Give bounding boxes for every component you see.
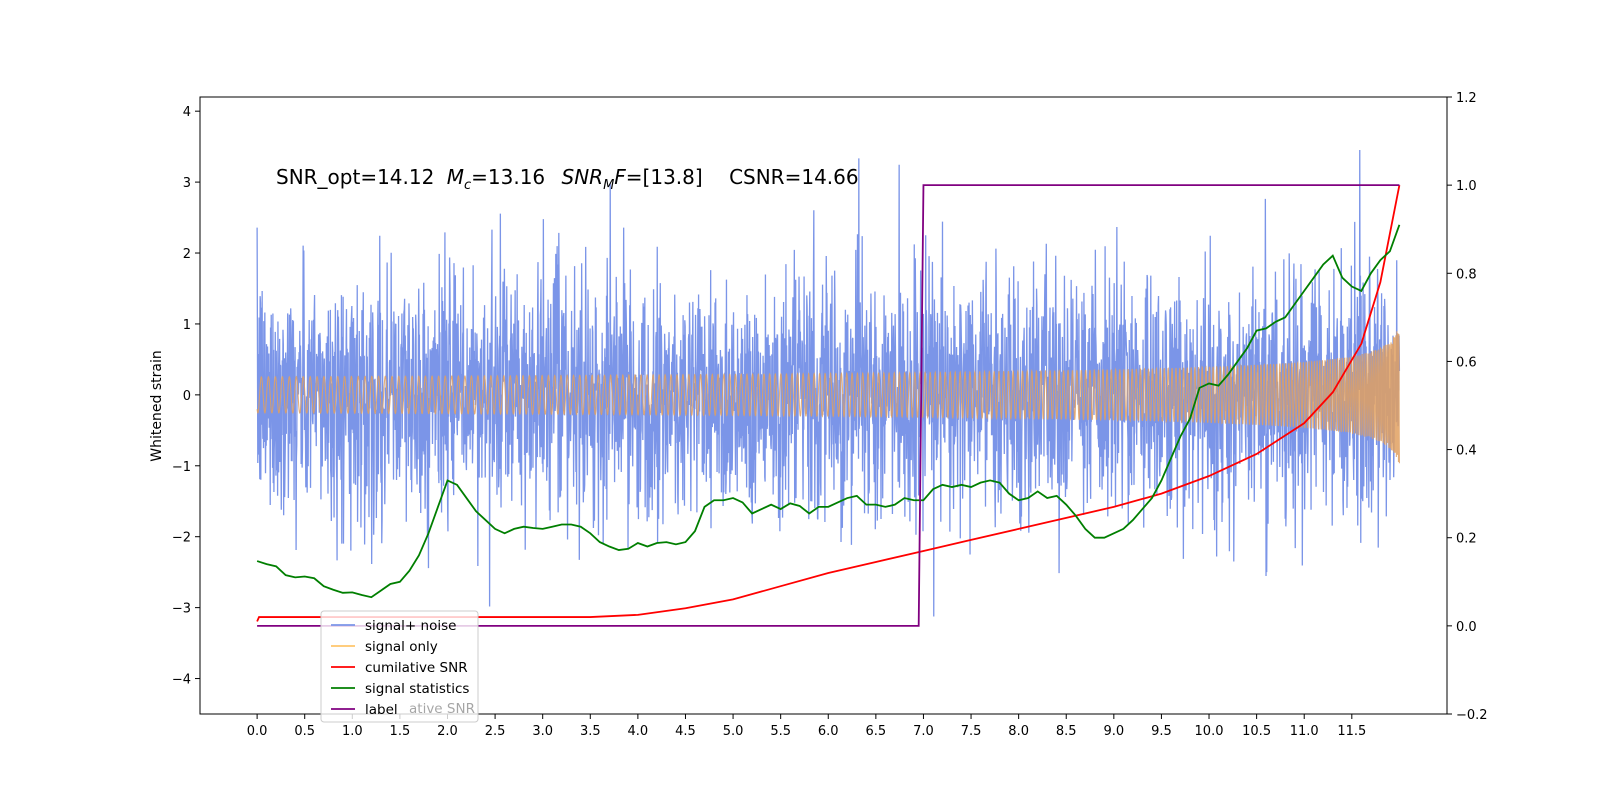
- x-tick-label: 0.5: [294, 724, 315, 739]
- y-right-tick-label: −0.2: [1456, 708, 1488, 723]
- x-tick-label: 7.5: [961, 724, 982, 739]
- y-left-tick-label: −1: [172, 460, 191, 475]
- x-tick-label: 5.5: [770, 724, 791, 739]
- x-tick-label: 10.0: [1195, 724, 1224, 739]
- annotation-csnr: CSNR=14.66: [729, 165, 859, 189]
- annotation-snr-mf-symbol: SNR: [562, 165, 604, 189]
- y-right-tick-label: 0.8: [1456, 267, 1477, 282]
- x-tick-label: 10.5: [1242, 724, 1271, 739]
- x-tick-label: 9.0: [1103, 724, 1124, 739]
- series-label-line: [257, 184, 1400, 627]
- y-left-tick-label: −4: [172, 673, 191, 688]
- x-tick-label: 2.0: [437, 724, 458, 739]
- annotation-mc-symbol: M: [447, 165, 464, 189]
- annotation-mc-sub: c: [464, 178, 471, 193]
- legend-label: cumilative SNR: [365, 660, 468, 676]
- y-right-tick-label: 0.0: [1456, 620, 1477, 635]
- y-left-tick-label: −3: [172, 602, 191, 617]
- x-tick-label: 7.0: [913, 724, 934, 739]
- annotation-snr-mf-value: =[13.8]: [626, 165, 703, 189]
- y-axis-right: 1.2 1.0 0.8 0.6 0.4 0.2 0.0 −0.2: [1447, 91, 1488, 723]
- legend-label: signal only: [365, 639, 438, 655]
- x-tick-label: 0.0: [247, 724, 268, 739]
- y-right-tick-label: 0.4: [1456, 444, 1477, 459]
- x-tick-label: 3.5: [580, 724, 601, 739]
- y-left-tick-label: 2: [183, 247, 191, 262]
- plot-frame: [199, 96, 1448, 715]
- y-left-tick-label: 3: [183, 176, 191, 191]
- legend-label: label: [365, 702, 398, 718]
- series-signal-noise-line: [256, 149, 1401, 617]
- annotation-mc-value: =13.16: [471, 165, 545, 189]
- x-tick-label: 6.5: [866, 724, 887, 739]
- annotation-snr-mf-sub: M: [603, 178, 614, 193]
- x-tick-label: 9.5: [1151, 724, 1172, 739]
- x-tick-label: 4.0: [628, 724, 649, 739]
- series-signal-statistics-line: [256, 224, 1401, 599]
- y-left-tick-label: 0: [183, 389, 191, 404]
- legend: ative SNR signal+ noise signal only cumila…: [320, 610, 479, 723]
- y-right-tick-label: 0.2: [1456, 532, 1477, 547]
- x-tick-label: 1.5: [390, 724, 411, 739]
- y-right-tick-label: 1.2: [1456, 91, 1477, 106]
- y-left-tick-label: 4: [183, 105, 191, 120]
- y-right-tick-label: 0.6: [1456, 355, 1477, 370]
- series-cumilative-snr-line: [256, 184, 1401, 622]
- y-right-tick-label: 1.0: [1456, 179, 1477, 194]
- x-tick-label: 6.0: [818, 724, 839, 739]
- annotation-snr-mf-f: F: [614, 165, 626, 189]
- x-tick-label: 1.0: [342, 724, 363, 739]
- y-axis-left: 4 3 2 1 0 −1 −2 −3 −4: [172, 105, 200, 688]
- y-axis-label: Whitened strain: [149, 350, 165, 461]
- x-tick-label: 8.5: [1056, 724, 1077, 739]
- series-signal-only-line: [256, 331, 1400, 464]
- y-left-tick-label: 1: [183, 318, 191, 333]
- x-tick-label: 4.5: [675, 724, 696, 739]
- x-tick-label: 5.0: [723, 724, 744, 739]
- annotation-snr-opt: SNR_opt=14.12: [276, 165, 434, 189]
- annotation-text: SNR_opt=14.12 Mc=13.16 SNRMF=[13.8] CSNR…: [276, 165, 859, 193]
- legend-label: signal statistics: [365, 681, 469, 697]
- x-axis: 0.0 0.5 1.0 1.5 2.0 2.5 3.0 3.5 4.0 4.5 5.0 5.5 6.0 6…: [247, 714, 1366, 739]
- legend-label: signal+ noise: [365, 618, 456, 634]
- series-layer: [256, 149, 1401, 627]
- x-tick-label: 11.0: [1290, 724, 1319, 739]
- x-tick-label: 2.5: [485, 724, 506, 739]
- y-left-tick-label: −2: [172, 531, 191, 546]
- legend-ghost-text: ative SNR: [409, 701, 475, 717]
- legend-box: [320, 610, 479, 723]
- x-tick-label: 11.5: [1337, 724, 1366, 739]
- x-tick-label: 3.0: [532, 724, 553, 739]
- x-tick-label: 8.0: [1008, 724, 1029, 739]
